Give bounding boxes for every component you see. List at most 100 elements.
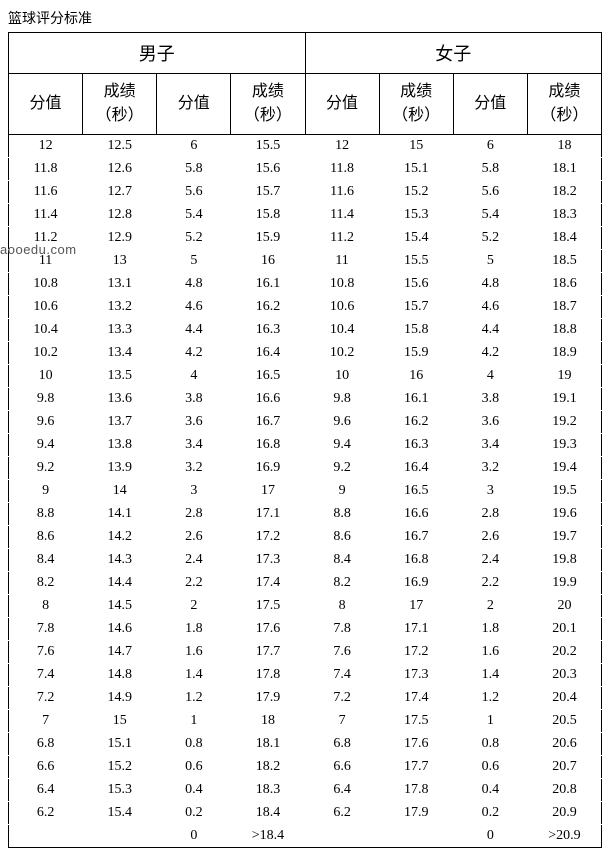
cell: 12 xyxy=(9,135,83,158)
cell: 16.4 xyxy=(231,342,305,365)
cell: 19.7 xyxy=(527,526,601,549)
cell: 20 xyxy=(527,595,601,618)
cell: 20.4 xyxy=(527,687,601,710)
cell: 7.2 xyxy=(305,687,379,710)
cell: 17.1 xyxy=(231,503,305,526)
table-body: 1212.5615.5121561811.812.65.815.611.815.… xyxy=(9,135,602,848)
cell: 18 xyxy=(231,710,305,733)
cell: 18.3 xyxy=(231,779,305,802)
cell: 16.2 xyxy=(379,411,453,434)
cell: 10.4 xyxy=(305,319,379,342)
cell: 5.2 xyxy=(453,227,527,250)
table-row: 7.614.71.617.77.617.21.620.2 xyxy=(9,641,602,664)
cell: 3.2 xyxy=(157,457,231,480)
col-female-time-2: 成绩（秒） xyxy=(527,74,601,135)
cell: 4.2 xyxy=(453,342,527,365)
cell: 19.8 xyxy=(527,549,601,572)
cell: 18.9 xyxy=(527,342,601,365)
cell: 15.8 xyxy=(231,204,305,227)
cell: 9.2 xyxy=(9,457,83,480)
cell xyxy=(305,825,379,848)
cell: 14.9 xyxy=(83,687,157,710)
cell: 17.8 xyxy=(379,779,453,802)
cell: 13.7 xyxy=(83,411,157,434)
col-male-score-1: 分值 xyxy=(9,74,83,135)
table-row: 9.413.83.416.89.416.33.419.3 xyxy=(9,434,602,457)
cell: 16.4 xyxy=(379,457,453,480)
cell: 3 xyxy=(453,480,527,503)
cell: 5.4 xyxy=(453,204,527,227)
cell: 16.3 xyxy=(231,319,305,342)
cell: 17.9 xyxy=(231,687,305,710)
cell: 13.2 xyxy=(83,296,157,319)
cell: 20.2 xyxy=(527,641,601,664)
cell: 6 xyxy=(453,135,527,158)
cell: 10.4 xyxy=(9,319,83,342)
cell: 14.2 xyxy=(83,526,157,549)
cell: 7.8 xyxy=(9,618,83,641)
cell: 8.8 xyxy=(305,503,379,526)
cell: 12.6 xyxy=(83,158,157,181)
cell: 19.3 xyxy=(527,434,601,457)
cell: 3 xyxy=(157,480,231,503)
cell: 2.8 xyxy=(453,503,527,526)
cell: 20.3 xyxy=(527,664,601,687)
cell: 15.1 xyxy=(379,158,453,181)
cell: 2.8 xyxy=(157,503,231,526)
cell: 0 xyxy=(453,825,527,848)
cell: 15 xyxy=(83,710,157,733)
cell: 16.8 xyxy=(379,549,453,572)
cell: 20.1 xyxy=(527,618,601,641)
table-row: 9.813.63.816.69.816.13.819.1 xyxy=(9,388,602,411)
table-row: 10.413.34.416.310.415.84.418.8 xyxy=(9,319,602,342)
cell: 3.2 xyxy=(453,457,527,480)
cell: 12.5 xyxy=(83,135,157,158)
cell: 3.6 xyxy=(157,411,231,434)
cell: 18.2 xyxy=(231,756,305,779)
cell: 0.8 xyxy=(157,733,231,756)
cell: 14.3 xyxy=(83,549,157,572)
cell: 15.4 xyxy=(83,802,157,825)
cell: 13.5 xyxy=(83,365,157,388)
cell: 0.4 xyxy=(453,779,527,802)
cell: 8.8 xyxy=(9,503,83,526)
cell: 9.6 xyxy=(9,411,83,434)
table-row: 6.615.20.618.26.617.70.620.7 xyxy=(9,756,602,779)
table-row: 9.613.73.616.79.616.23.619.2 xyxy=(9,411,602,434)
cell: 19.2 xyxy=(527,411,601,434)
cell: 8 xyxy=(9,595,83,618)
cell xyxy=(379,825,453,848)
cell xyxy=(83,825,157,848)
table-row: 6.815.10.818.16.817.60.820.6 xyxy=(9,733,602,756)
table-row: 0>18.40>20.9 xyxy=(9,825,602,848)
cell: 11.6 xyxy=(9,181,83,204)
cell: 17.4 xyxy=(231,572,305,595)
cell: 12.9 xyxy=(83,227,157,250)
cell: 20.8 xyxy=(527,779,601,802)
cell: 17 xyxy=(231,480,305,503)
cell: 17 xyxy=(379,595,453,618)
cell: 2 xyxy=(453,595,527,618)
cell: 2.2 xyxy=(157,572,231,595)
cell: 11.8 xyxy=(9,158,83,181)
cell: 3.8 xyxy=(453,388,527,411)
cell: 18.1 xyxy=(527,158,601,181)
table-row: 7.814.61.817.67.817.11.820.1 xyxy=(9,618,602,641)
table-row: 7.214.91.217.97.217.41.220.4 xyxy=(9,687,602,710)
cell: 10.6 xyxy=(305,296,379,319)
cell: 17.8 xyxy=(231,664,305,687)
cell: 3.4 xyxy=(157,434,231,457)
col-female-time-1: 成绩（秒） xyxy=(379,74,453,135)
cell: 0.6 xyxy=(157,756,231,779)
cell: 1.4 xyxy=(453,664,527,687)
cell xyxy=(9,825,83,848)
cell: 16.2 xyxy=(231,296,305,319)
cell: 17.9 xyxy=(379,802,453,825)
cell: 1.2 xyxy=(157,687,231,710)
cell: 5 xyxy=(453,250,527,273)
table-row: 10.213.44.216.410.215.94.218.9 xyxy=(9,342,602,365)
cell: 9 xyxy=(9,480,83,503)
cell: 5.6 xyxy=(453,181,527,204)
cell: 12 xyxy=(305,135,379,158)
cell: 0 xyxy=(157,825,231,848)
